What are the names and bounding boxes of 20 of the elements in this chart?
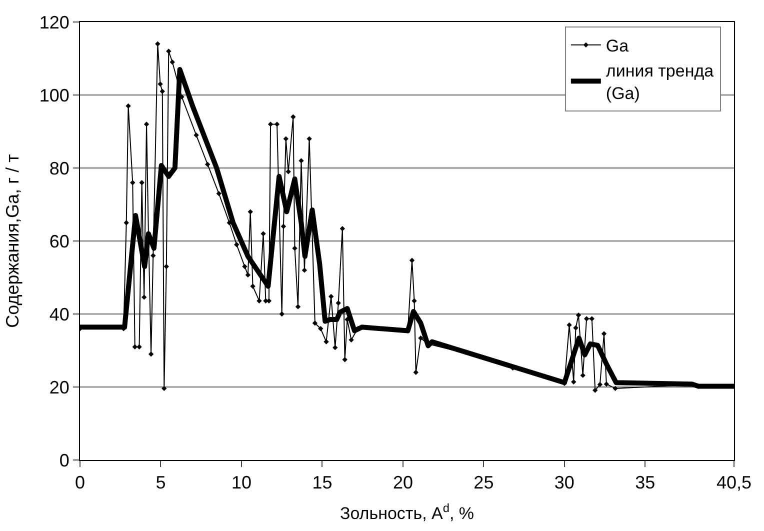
y-axis-title: Содержания,Ga, г / т (2, 154, 23, 328)
x-tick-label: 15 (312, 472, 332, 493)
y-tick-label: 0 (59, 450, 70, 470)
legend-label: Ga (606, 36, 630, 56)
x-tick-label: 35 (635, 472, 656, 493)
x-axis-title: Зольность, A$^{d}$, % (340, 500, 474, 523)
y-tick-label: 80 (49, 158, 70, 178)
x-tick-label: 10 (231, 472, 252, 493)
x-tick-label: 30 (554, 472, 574, 493)
y-tick-label: 20 (49, 377, 70, 398)
y-tick-label: 100 (39, 85, 70, 106)
x-tick-label: 25 (474, 472, 494, 493)
y-tick-label: 40 (49, 304, 70, 324)
y-tick-label: 60 (49, 231, 70, 252)
y-tick-label: 120 (39, 12, 70, 32)
legend-label: линия тренда (Ga) (606, 62, 714, 103)
x-tick-label: 20 (392, 472, 413, 493)
x-tick-label: 0 (74, 472, 86, 493)
x-tick-label: 5 (156, 472, 166, 493)
x-tick-label: 40,5 (716, 472, 752, 493)
